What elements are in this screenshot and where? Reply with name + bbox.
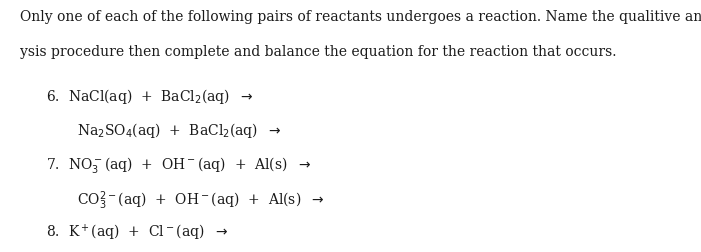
Text: ysis procedure then complete and balance the equation for the reaction that occu: ysis procedure then complete and balance…: [20, 45, 616, 59]
Text: 7.  NO$_3^-$(aq)  +  OH$^-$(aq)  +  Al(s)  $\rightarrow$: 7. NO$_3^-$(aq) + OH$^-$(aq) + Al(s) $\r…: [46, 155, 311, 175]
Text: 6.  NaCl(aq)  +  BaCl$_2$(aq)  $\rightarrow$: 6. NaCl(aq) + BaCl$_2$(aq) $\rightarrow$: [46, 87, 253, 106]
Text: 8.  K$^+$(aq)  +  Cl$^-$(aq)  $\rightarrow$: 8. K$^+$(aq) + Cl$^-$(aq) $\rightarrow$: [46, 223, 228, 243]
Text: Na$_2$SO$_4$(aq)  +  BaCl$_2$(aq)  $\rightarrow$: Na$_2$SO$_4$(aq) + BaCl$_2$(aq) $\righta…: [77, 121, 282, 140]
Text: Only one of each of the following pairs of reactants undergoes a reaction. Name : Only one of each of the following pairs …: [20, 10, 701, 24]
Text: CO$_3^{2-}$(aq)  +  OH$^-$(aq)  +  Al(s)  $\rightarrow$: CO$_3^{2-}$(aq) + OH$^-$(aq) + Al(s) $\r…: [77, 189, 325, 212]
